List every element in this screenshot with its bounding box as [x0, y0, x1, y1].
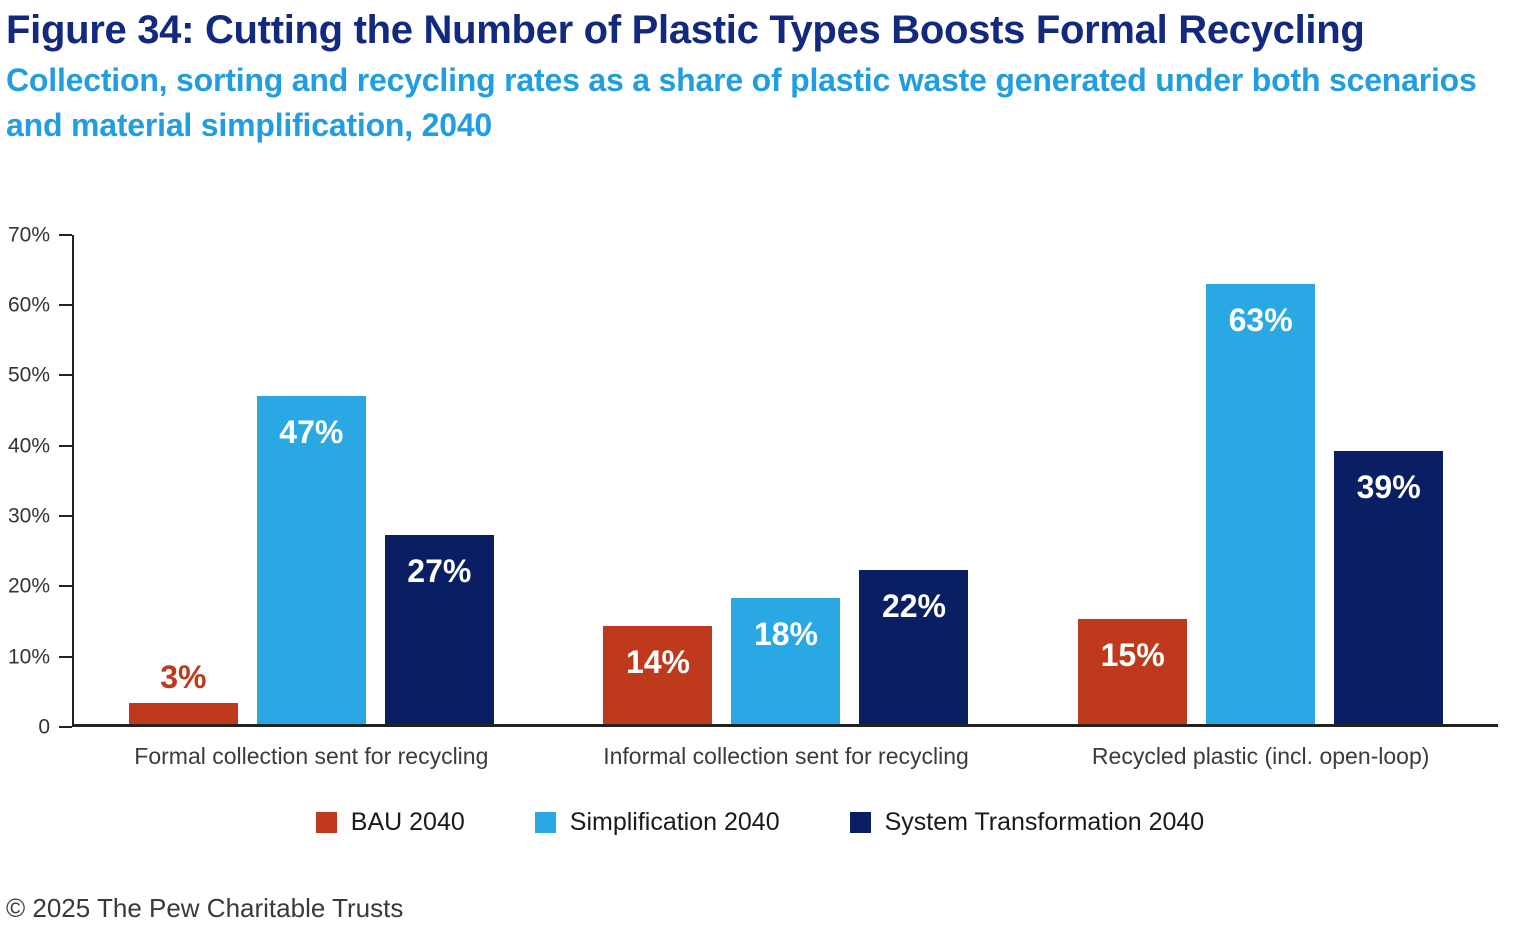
y-tick-mark — [59, 515, 72, 518]
legend-item: Simplification 2040 — [534, 807, 780, 837]
bar-slot: 18% — [731, 235, 841, 724]
y-tick-label: 10% — [7, 645, 50, 669]
bar-slot: 27% — [384, 235, 494, 724]
bar-value-label: 15% — [1100, 637, 1165, 674]
bar: 14% — [603, 626, 713, 724]
plot-row: 0 10% 20% 30% 40% 50% 60% 70% 3% 47% 27% 14% 18% 22%… — [0, 224, 1520, 737]
y-tick-label: 60% — [7, 293, 50, 317]
bar-slot: 14% — [603, 235, 713, 724]
y-tick-mark — [59, 374, 72, 377]
bar-value-label: 63% — [1228, 301, 1293, 338]
bar: 63% — [1206, 283, 1316, 724]
bar: 18% — [731, 598, 841, 724]
y-tick-label: 30% — [7, 504, 50, 528]
legend-label: System Transformation 2040 — [884, 807, 1205, 836]
bar-slot: 47% — [256, 235, 366, 724]
legend-label: BAU 2040 — [350, 807, 465, 836]
bar: 15% — [1078, 619, 1188, 724]
plot-area: 3% 47% 27% 14% 18% 22% 15% 63% 39% — [72, 234, 1498, 727]
bar-slot: 15% — [1078, 235, 1188, 724]
figure-subtitle: Collection, sorting and recycling rates … — [6, 62, 1477, 144]
bar-chart: 0 10% 20% 30% 40% 50% 60% 70% 3% 47% 27% 14% 18% 22%… — [0, 224, 1520, 837]
x-axis-label: Formal collection sent for recycling — [134, 742, 489, 769]
y-tick-mark — [59, 655, 72, 658]
bar-group: 14% 18% 22% — [603, 235, 969, 724]
legend-swatch — [315, 811, 337, 833]
y-tick-mark — [59, 725, 72, 728]
bar-value-label: 18% — [753, 616, 818, 653]
legend-item: BAU 2040 — [315, 807, 465, 837]
bar-value-label: 27% — [407, 553, 472, 590]
bar: 47% — [256, 395, 366, 724]
figure-header: Figure 34: Cutting the Number of Plastic… — [0, 6, 1520, 149]
bar-slot: 3% — [128, 235, 238, 724]
legend: BAU 2040 Simplification 2040 System Transf… — [0, 808, 1520, 837]
y-tick-label: 50% — [7, 363, 50, 387]
y-tick-mark — [59, 233, 72, 236]
x-axis-label: Informal collection sent for recycling — [603, 742, 969, 769]
bar: 27% — [384, 535, 494, 724]
bar — [128, 702, 238, 724]
copyright: © 2025 The Pew Charitable Trusts — [6, 892, 404, 923]
legend-swatch — [849, 811, 871, 833]
bar-slot: 39% — [1334, 235, 1444, 724]
legend-item: System Transformation 2040 — [849, 807, 1205, 837]
y-tick-label: 40% — [7, 434, 50, 458]
legend-label: Simplification 2040 — [569, 807, 780, 836]
bar-slot: 63% — [1206, 235, 1316, 724]
bar-slot: 22% — [859, 235, 969, 724]
bar-value-label: 14% — [625, 644, 690, 681]
bar-value-label: 22% — [881, 588, 946, 625]
bar-value-label: 47% — [279, 413, 344, 450]
bar-group: 15% 63% 39% — [1078, 235, 1444, 724]
y-tick-label: 0 — [38, 715, 50, 739]
x-axis-labels: Formal collection sent for recycling Info… — [74, 743, 1520, 770]
y-tick-mark — [59, 444, 72, 447]
y-axis: 0 10% 20% 30% 40% 50% 60% 70% — [0, 224, 72, 737]
legend-swatch — [534, 811, 556, 833]
y-tick-label: 20% — [7, 574, 50, 598]
y-tick-label: 70% — [7, 223, 50, 247]
y-tick-mark — [59, 304, 72, 307]
bar: 22% — [859, 570, 969, 724]
bar-value-label: 3% — [160, 658, 207, 695]
x-axis-label: Recycled plastic (incl. open-loop) — [1091, 742, 1430, 769]
y-tick-mark — [59, 585, 72, 588]
figure-title: Figure 34: Cutting the Number of Plastic… — [6, 8, 1365, 52]
bar: 39% — [1334, 451, 1444, 724]
bar-value-label: 39% — [1356, 469, 1421, 506]
bar-group: 3% 47% 27% — [128, 235, 494, 724]
